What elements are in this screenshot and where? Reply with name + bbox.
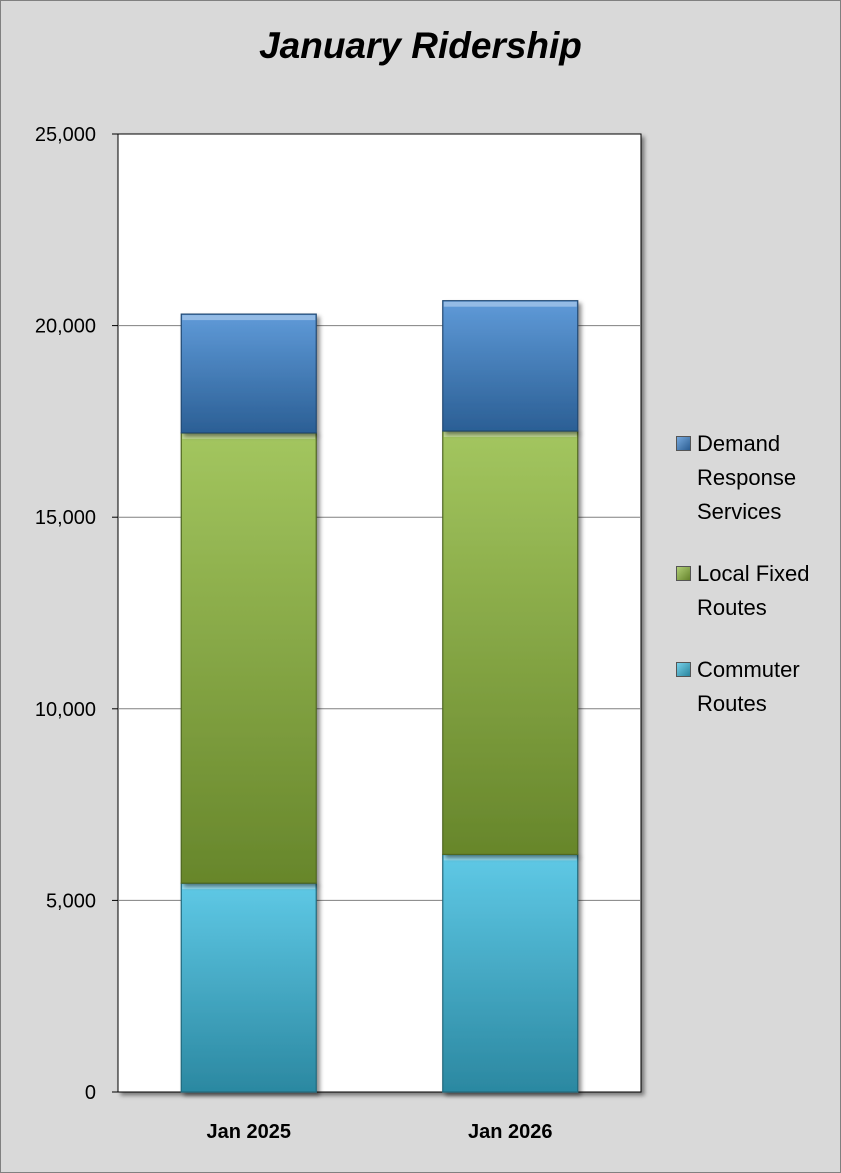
y-tick-label: 0 (85, 1082, 96, 1104)
legend-swatch (676, 436, 691, 451)
bar-segment (442, 430, 579, 856)
y-axis-ticks: 0 5,000 10,000 15,000 20,000 25,000 (35, 124, 96, 1104)
legend: Demand Response Services Local Fixed Rout… (673, 427, 833, 749)
y-tick-label: 15,000 (35, 507, 96, 529)
bar-segment-highlight (443, 301, 577, 307)
x-category-label: Jan 2025 (206, 1121, 291, 1143)
bar-segment-highlight (182, 315, 316, 321)
bar-segment-highlight (443, 855, 577, 861)
legend-label: Demand Response Services (697, 431, 797, 524)
bar-segment (442, 300, 579, 432)
bar-segment (180, 882, 317, 1093)
x-category-label: Jan 2026 (468, 1121, 553, 1143)
legend-item: Demand Response Services (673, 427, 833, 529)
legend-label: Local Fixed Routes (697, 561, 810, 620)
y-tick-label: 20,000 (35, 316, 96, 338)
legend-swatch (676, 662, 691, 677)
bar-segment (180, 432, 317, 884)
legend-swatch (676, 566, 691, 581)
legend-item: Commuter Routes (673, 653, 833, 721)
bars (180, 300, 579, 1093)
bar-segment-highlight (182, 884, 316, 890)
legend-label: Commuter Routes (697, 657, 800, 716)
bar-segment-highlight (443, 431, 577, 437)
legend-item: Local Fixed Routes (673, 557, 833, 625)
y-tick-label: 10,000 (35, 699, 96, 721)
x-axis-categories: Jan 2025 Jan 2026 (206, 1121, 552, 1143)
bar-segment (442, 853, 579, 1093)
y-tick-label: 25,000 (35, 124, 96, 146)
bar-segment (180, 313, 317, 434)
chart-title: January Ridership (259, 25, 582, 66)
bar-segment-highlight (182, 433, 316, 439)
y-tick-label: 5,000 (46, 890, 96, 912)
